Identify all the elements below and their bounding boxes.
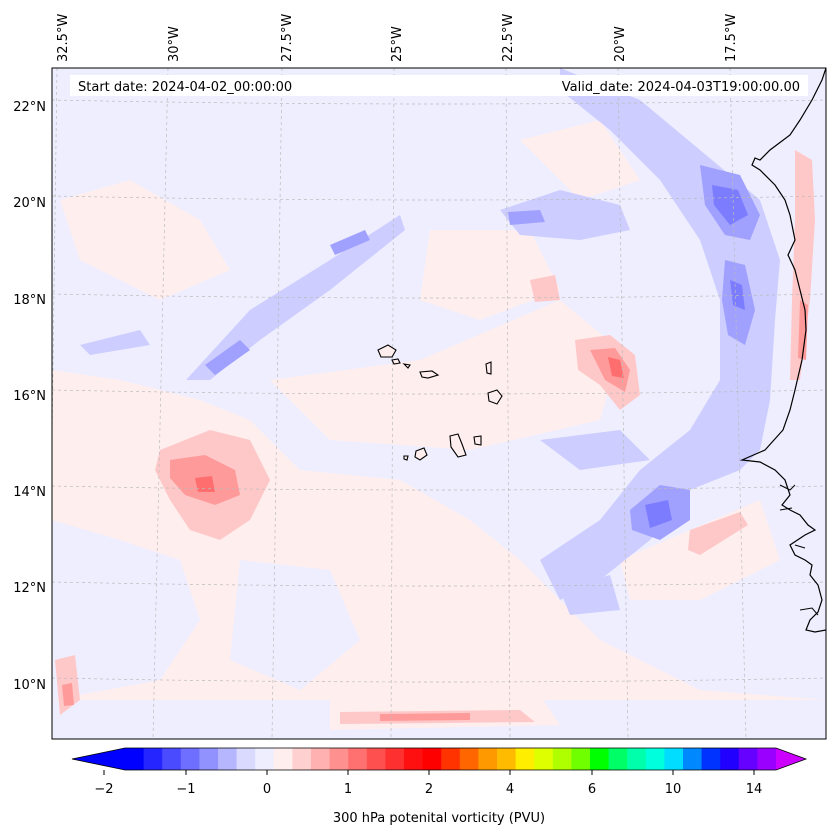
island-boa-vista bbox=[487, 389, 503, 405]
lat-label: 12°N bbox=[13, 581, 46, 596]
colorbar-cell bbox=[534, 748, 554, 770]
coastline-west-africa bbox=[739, 68, 826, 633]
colorbar-cells bbox=[125, 748, 777, 770]
lat-label: 16°N bbox=[13, 389, 46, 404]
island-sao-nicolau bbox=[419, 370, 440, 379]
colorbar-tick-label: 2 bbox=[425, 782, 433, 797]
colorbar-tick-labels: −2 −1 0 1 2 4 6 10 14 bbox=[94, 782, 762, 797]
island-santiago bbox=[449, 433, 467, 458]
colorbar-cell bbox=[683, 748, 702, 770]
colorbar-cell bbox=[478, 748, 498, 770]
lon-label: 30°W bbox=[167, 26, 182, 62]
colorbar-label: 300 hPa potenital vorticity (PVU) bbox=[333, 811, 545, 826]
colorbar-cell bbox=[459, 748, 479, 770]
lat-label: 18°N bbox=[13, 293, 46, 308]
colorbar-cell bbox=[590, 748, 609, 770]
colorbar-cell bbox=[385, 748, 405, 770]
colorbar-tick-label: 1 bbox=[344, 782, 352, 797]
lon-label: 27.5°W bbox=[280, 14, 295, 62]
pv-contours-darkest-negative bbox=[645, 185, 748, 528]
colorbar-outline bbox=[71, 747, 808, 771]
island-sal bbox=[485, 361, 492, 375]
colorbar-tick-label: −1 bbox=[176, 782, 195, 797]
colorbar-cell bbox=[422, 748, 442, 770]
colorbar-cell bbox=[125, 748, 144, 770]
colorbar-cell bbox=[311, 748, 330, 770]
island-fogo bbox=[414, 447, 428, 461]
lon-label: 25°W bbox=[390, 26, 405, 62]
colorbar-ticks bbox=[103, 770, 755, 775]
latitude-labels: 22°N 20°N 18°N 16°N 14°N 12°N 10°N bbox=[13, 100, 46, 693]
lat-label: 22°N bbox=[13, 100, 46, 115]
lon-label: 17.5°W bbox=[724, 14, 739, 62]
colorbar-over-arrow bbox=[776, 748, 806, 770]
colorbar-cell bbox=[218, 748, 237, 770]
colorbar-cell bbox=[404, 748, 423, 770]
island-santa-luzia bbox=[402, 363, 411, 369]
colorbar-under-arrow bbox=[72, 748, 125, 770]
colorbar-cell bbox=[608, 748, 628, 770]
colorbar-tick-label: 0 bbox=[263, 782, 271, 797]
colorbar-cell bbox=[515, 748, 535, 770]
colorbar-cell bbox=[627, 748, 647, 770]
lat-label: 20°N bbox=[13, 196, 46, 211]
graticule bbox=[52, 68, 826, 739]
longitude-labels: 32.5°W 30°W 27.5°W 25°W 22.5°W 20°W 17.5… bbox=[56, 14, 739, 62]
colorbar-cell bbox=[571, 748, 591, 770]
colorbar-cell bbox=[366, 748, 386, 770]
colorbar-cell bbox=[738, 748, 758, 770]
coastline-detail bbox=[779, 484, 819, 616]
colorbar-cell bbox=[162, 748, 182, 770]
colorbar-cell bbox=[720, 748, 740, 770]
valid-date-text: Valid_date: 2024-04-03T19:00:00.00 bbox=[562, 80, 800, 95]
colorbar-cell bbox=[329, 748, 349, 770]
colorbar-tick-label: 6 bbox=[588, 782, 596, 797]
colorbar-cell bbox=[273, 748, 293, 770]
colorbar-cell bbox=[497, 748, 516, 770]
colorbar-cell bbox=[292, 748, 312, 770]
pv-contours-core-positive bbox=[195, 357, 624, 492]
colorbar-cell bbox=[255, 748, 275, 770]
lon-label: 20°W bbox=[613, 26, 628, 62]
island-brava bbox=[403, 455, 409, 461]
colorbar-cell bbox=[199, 748, 219, 770]
map-frame bbox=[51, 67, 827, 740]
colorbar-cell bbox=[552, 748, 572, 770]
lat-label: 14°N bbox=[13, 485, 46, 500]
colorbar-tick-label: 10 bbox=[665, 782, 682, 797]
map-panel bbox=[52, 68, 826, 739]
colorbar-cell bbox=[441, 748, 461, 770]
island-santo-antao bbox=[377, 344, 397, 358]
island-maio bbox=[473, 435, 482, 446]
lon-label: 22.5°W bbox=[501, 14, 516, 62]
lat-label: 10°N bbox=[13, 678, 46, 693]
colorbar-tick-label: −2 bbox=[94, 782, 113, 797]
colorbar: −2 −1 0 1 2 4 6 10 14 300 hPa potenital … bbox=[71, 747, 808, 826]
lon-label: 32.5°W bbox=[56, 14, 71, 62]
colorbar-tick-label: 4 bbox=[506, 782, 514, 797]
colorbar-cell bbox=[236, 748, 256, 770]
colorbar-cell bbox=[645, 748, 665, 770]
start-date-text: Start date: 2024-04-02_00:00:00 bbox=[78, 80, 292, 95]
cape-verde-islands bbox=[377, 344, 503, 461]
colorbar-cell bbox=[701, 748, 721, 770]
colorbar-cell bbox=[757, 748, 777, 770]
island-sao-vicente bbox=[391, 358, 401, 365]
colorbar-tick-label: 14 bbox=[746, 782, 763, 797]
colorbar-cell bbox=[143, 748, 163, 770]
colorbar-cell bbox=[664, 748, 684, 770]
date-banner bbox=[70, 75, 808, 96]
colorbar-cell bbox=[180, 748, 200, 770]
colorbar-cell bbox=[348, 748, 368, 770]
